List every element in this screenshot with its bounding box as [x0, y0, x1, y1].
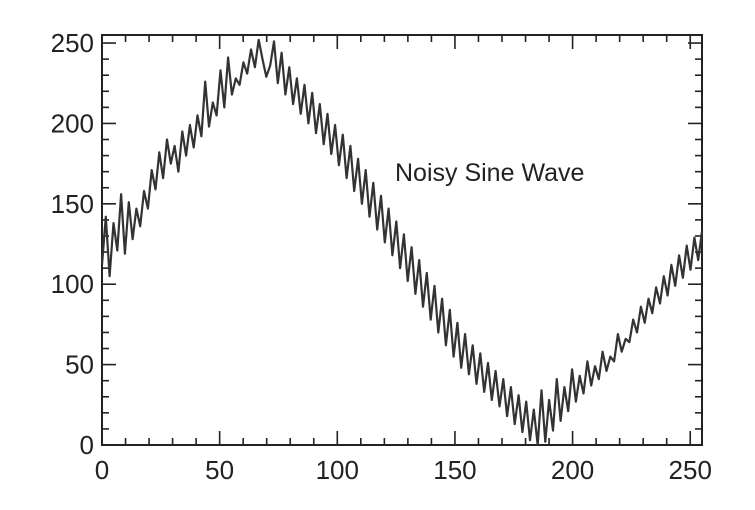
x-tick-label: 150: [433, 455, 476, 485]
x-tick-label: 100: [316, 455, 359, 485]
y-tick-label: 200: [51, 108, 94, 138]
y-tick-label: 0: [80, 430, 94, 460]
series-line-0: [100, 38, 704, 447]
y-tick-label: 150: [51, 189, 94, 219]
x-tick-label: 50: [205, 455, 234, 485]
y-tick-label: 50: [65, 350, 94, 380]
series-group: [100, 38, 704, 447]
y-tick-label: 250: [51, 28, 94, 58]
y-tick-label: 100: [51, 269, 94, 299]
x-tick-label: 200: [551, 455, 594, 485]
axis-ticks: 0 50 100 150 200 250 0 50 100 150 200 250: [51, 28, 712, 485]
plot-frame: [101, 34, 703, 446]
x-tick-label: 250: [669, 455, 712, 485]
x-tick-label: 0: [95, 455, 109, 485]
chart-annotation: Noisy Sine Wave: [395, 159, 584, 187]
